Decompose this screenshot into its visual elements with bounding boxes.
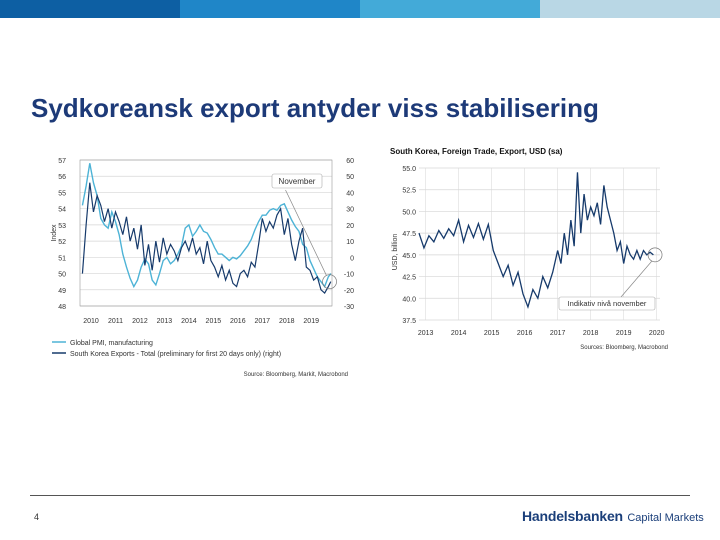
y-tick-label-right: 60	[346, 158, 354, 165]
x-tick-label: 2017	[550, 330, 566, 337]
y-tick-label-left: 57	[58, 158, 66, 165]
x-tick-label: 2020	[649, 330, 665, 337]
y-tick-label-left: 48	[58, 304, 66, 311]
logo-main-text: Handelsbanken	[522, 508, 623, 524]
y-tick-label-right: -30	[344, 304, 354, 311]
y-tick-label-right: 40	[346, 190, 354, 197]
annotation-leader	[285, 189, 327, 276]
y-tick-label-left: 51	[58, 255, 66, 262]
y-tick-label-right: 10	[346, 239, 354, 246]
handelsbanken-logo: Handelsbanken Capital Markets	[522, 508, 704, 526]
y-tick-label-left: 53	[58, 223, 66, 230]
x-tick-label: 2012	[132, 318, 148, 325]
y-tick-label-left: 55	[58, 190, 66, 197]
y-tick-label-right: -10	[344, 272, 354, 279]
y-tick-label: 40.0	[402, 296, 416, 303]
x-tick-label: 2016	[230, 318, 246, 325]
y-tick-label-right: 30	[346, 207, 354, 214]
logo-sub-text: Capital Markets	[627, 512, 704, 524]
korea-export-usd-chart: South Korea, Foreign Trade, Export, USD …	[390, 147, 668, 351]
page-number: 4	[34, 512, 40, 522]
band-segment-3	[360, 0, 540, 18]
annotation-box	[558, 296, 656, 311]
annotation-circle	[322, 274, 337, 290]
y-axis-label: USD, billion	[392, 234, 399, 271]
x-tick-label: 2019	[303, 318, 319, 325]
pmi-vs-exports-chart: 57 60 56 50 55 40 54 30 53 20 52 10 51 0 50 -10 49 -20 48 -…	[51, 158, 354, 378]
annotation-label: November	[279, 177, 316, 186]
legend-label-pmi: Global PMI, manufacturing	[70, 340, 153, 347]
y-tick-label: 47.5	[402, 231, 416, 238]
x-tick-label: 2015	[206, 318, 222, 325]
y-tick-label-left: 52	[58, 239, 66, 246]
y-tick-label: 52.5	[402, 188, 416, 195]
y-tick-label: 55.0	[402, 166, 416, 173]
band-segment-2	[180, 0, 360, 18]
y-tick-label: 42.5	[402, 275, 416, 282]
y-tick-label-right: 0	[350, 255, 354, 262]
x-tick-label: 2017	[254, 318, 270, 325]
x-tick-label: 2014	[451, 330, 467, 337]
slide-title: Sydkoreansk export antyder viss stabilis…	[31, 93, 599, 123]
x-tick-label: 2013	[157, 318, 173, 325]
x-tick-label: 2015	[484, 330, 500, 337]
footer-divider	[30, 495, 690, 496]
top-color-band	[0, 0, 720, 18]
chart-source: Sources: Bloomberg, Macrobond	[580, 345, 668, 351]
series-line-korea-exports	[81, 182, 332, 294]
y-tick-label-left: 56	[58, 174, 66, 181]
x-tick-label: 2013	[418, 330, 434, 337]
annotation-circle	[647, 247, 663, 263]
plot-frame	[79, 159, 333, 307]
chart-source: Source: Bloomberg, Markit, Macrobond	[244, 372, 348, 378]
y-tick-label: 45.0	[402, 253, 416, 260]
annotation-label: Indikativ nivå november	[568, 299, 647, 308]
y-tick-label: 50.0	[402, 209, 416, 216]
band-segment-1	[0, 0, 180, 18]
y-tick-label-right: 50	[346, 174, 354, 181]
x-tick-label: 2016	[517, 330, 533, 337]
y-tick-label: 37.5	[402, 318, 416, 325]
chart-title: South Korea, Foreign Trade, Export, USD …	[390, 147, 563, 156]
x-tick-label: 2018	[583, 330, 599, 337]
x-tick-label: 2011	[108, 318, 123, 325]
x-tick-label: 2014	[181, 318, 197, 325]
band-segment-4	[540, 0, 720, 18]
x-tick-label: 2019	[616, 330, 632, 337]
series-line-korea-export-usd	[418, 172, 654, 310]
y-tick-label-right: 20	[346, 223, 354, 230]
x-tick-label: 2018	[279, 318, 295, 325]
y-axis-label: Index	[51, 224, 58, 242]
y-tick-label-left: 50	[58, 272, 66, 279]
legend-label-exports: South Korea Exports - Total (preliminary…	[70, 351, 281, 358]
series-line-global-pmi	[81, 163, 332, 289]
annotation-leader	[620, 260, 653, 298]
y-tick-label-left: 49	[58, 288, 66, 295]
y-tick-label-left: 54	[58, 207, 66, 214]
x-tick-label: 2010	[83, 318, 99, 325]
annotation-box	[271, 173, 323, 189]
y-tick-label-right: -20	[344, 288, 354, 295]
